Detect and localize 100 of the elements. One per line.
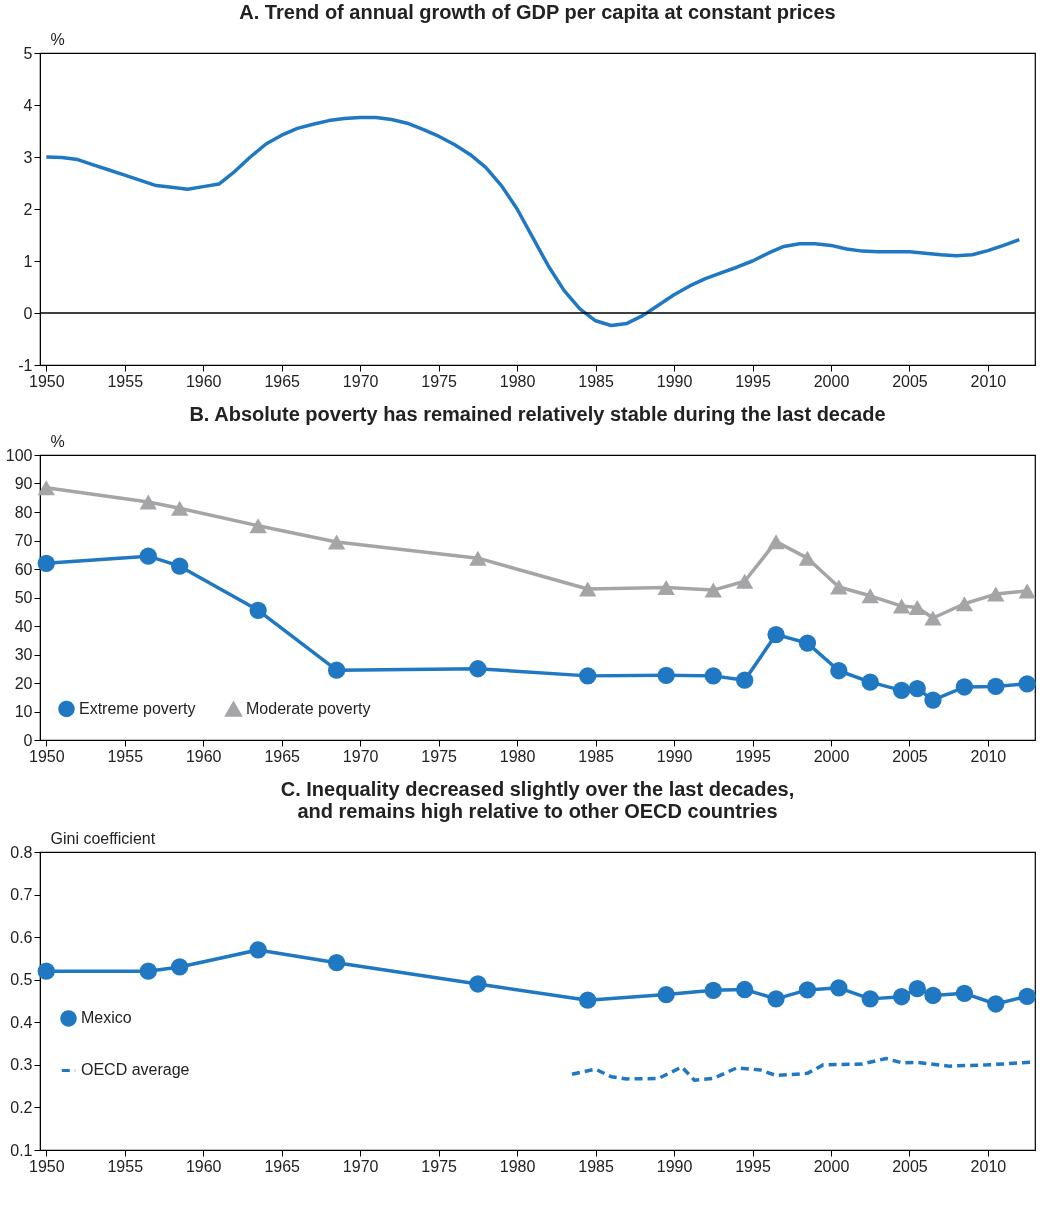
- y-tick-label: 0.5: [10, 971, 33, 989]
- y-axis-title: %: [50, 432, 65, 450]
- y-tick-label: 0.2: [10, 1098, 33, 1116]
- y-tick-label: 4: [23, 96, 33, 114]
- y-tick-label: 20: [14, 674, 33, 692]
- y-tick-label: 0: [23, 304, 33, 322]
- x-tick-label: 2005: [892, 1157, 928, 1175]
- point: [139, 494, 157, 510]
- x-tick-label: 1985: [578, 1157, 614, 1175]
- y-tick-label: 40: [14, 617, 33, 635]
- point: [830, 579, 848, 595]
- x-tick-label: 1995: [735, 1157, 771, 1175]
- x-tick-label: 1980: [499, 1157, 536, 1175]
- point: [37, 962, 55, 980]
- x-tick-label: 2000: [813, 747, 850, 765]
- point: [657, 580, 675, 596]
- x-tick-label: 1955: [107, 747, 144, 765]
- point: [171, 500, 189, 516]
- x-tick-label: 1950: [28, 1157, 65, 1175]
- point: [736, 573, 754, 589]
- y-axis-title: %: [50, 30, 65, 48]
- point: [987, 677, 1005, 696]
- x-tick-label: 1955: [107, 372, 144, 390]
- point: [987, 586, 1005, 602]
- y-tick-label: 70: [14, 532, 33, 549]
- point: [704, 582, 722, 598]
- y-tick-label: 90: [14, 475, 33, 492]
- point: [736, 671, 754, 689]
- point: [1018, 583, 1036, 599]
- point: [704, 981, 722, 999]
- point: [987, 995, 1005, 1013]
- point: [892, 598, 911, 614]
- point: [830, 662, 848, 680]
- y-tick-label: -1: [18, 356, 33, 374]
- y-tick-label: 0.4: [10, 1013, 33, 1031]
- point: [924, 610, 942, 626]
- x-tick-label: 1985: [578, 372, 614, 390]
- x-tick-label: 1955: [107, 1157, 144, 1175]
- point: [861, 673, 879, 691]
- x-tick-label: 1985: [578, 747, 614, 765]
- y-tick-label: 50: [14, 589, 33, 606]
- x-tick-label: 1990: [656, 747, 693, 765]
- y-tick-label: 30: [14, 646, 33, 663]
- x-tick-label: 1990: [656, 1157, 693, 1175]
- point: [1018, 675, 1036, 693]
- point: [469, 550, 487, 566]
- point: [955, 596, 974, 612]
- x-tick-label: 1975: [421, 372, 458, 390]
- legend-label: OECD average: [81, 1061, 190, 1079]
- x-tick-label: 1950: [28, 747, 65, 765]
- point: [657, 985, 675, 1004]
- point: [171, 958, 189, 976]
- x-tick-label: 2000: [813, 372, 850, 390]
- legend-label: Extreme poverty: [79, 699, 196, 717]
- point: [798, 550, 817, 566]
- y-tick-label: 1: [23, 252, 33, 270]
- point: [704, 667, 722, 685]
- x-tick-label: 2000: [813, 1157, 850, 1175]
- point: [767, 625, 785, 644]
- point: [955, 678, 974, 696]
- x-tick-label: 1975: [421, 747, 458, 765]
- x-tick-label: 2010: [970, 372, 1007, 390]
- y-tick-label: 0.3: [10, 1056, 33, 1074]
- line-series: [570, 1056, 1033, 1082]
- point: [892, 681, 911, 700]
- x-tick-label: 1970: [342, 1157, 379, 1175]
- point: [327, 534, 346, 550]
- point: [657, 666, 675, 684]
- x-tick-label: 1995: [735, 372, 771, 390]
- point: [469, 975, 487, 993]
- point: [171, 557, 189, 575]
- point: [469, 660, 487, 678]
- x-tick-label: 1970: [342, 747, 379, 765]
- point: [579, 667, 597, 685]
- point: [798, 634, 817, 652]
- point: [830, 979, 848, 997]
- x-tick-label: 1960: [185, 747, 222, 765]
- y-tick-label: 60: [14, 560, 33, 578]
- point: [249, 518, 267, 534]
- x-tick-label: 1980: [499, 747, 536, 765]
- x-tick-label: 1990: [656, 372, 693, 390]
- point: [955, 984, 974, 1002]
- point: [736, 980, 754, 999]
- chart-title: A. Trend of annual growth of GDP per capita at constant prices: [239, 1, 836, 23]
- x-tick-label: 1950: [28, 372, 65, 390]
- point: [249, 941, 267, 959]
- point: [327, 954, 346, 972]
- y-tick-label: 5: [23, 44, 33, 62]
- x-tick-label: 1960: [185, 1157, 222, 1175]
- point: [908, 980, 926, 998]
- y-tick-label: 0.7: [10, 886, 33, 904]
- x-tick-label: 1970: [342, 372, 379, 390]
- legend-label: Mexico: [81, 1009, 132, 1027]
- x-tick-label: 1965: [264, 1157, 301, 1175]
- point: [1018, 987, 1036, 1005]
- x-tick-label: 2005: [892, 372, 928, 390]
- y-axis-title: Gini coefficient: [50, 829, 156, 847]
- y-tick-label: 0.8: [10, 843, 33, 861]
- point: [139, 547, 157, 565]
- point: [579, 991, 597, 1009]
